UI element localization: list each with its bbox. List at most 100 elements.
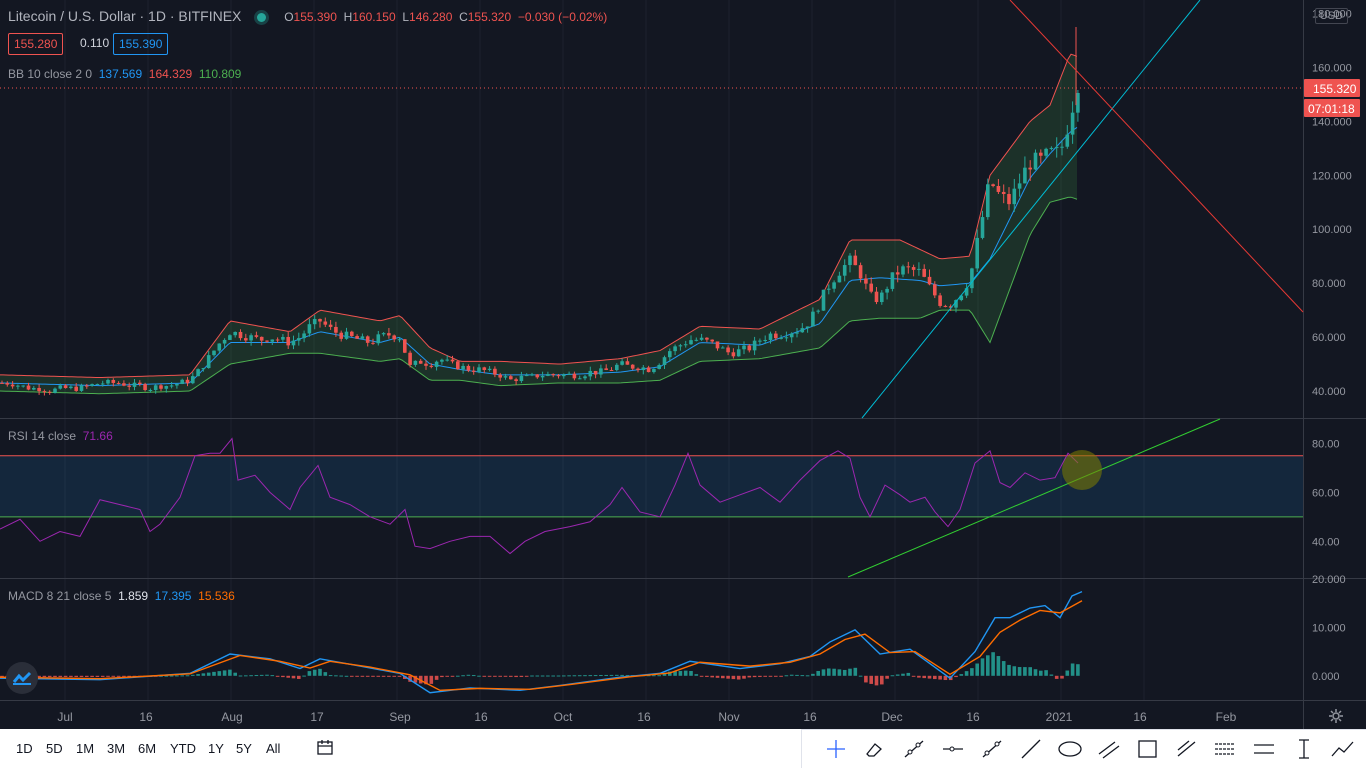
ask-price-box[interactable]: 155.390 [113,33,169,55]
rsi-line [0,437,1079,555]
price-tick: 140.000 [1312,116,1352,128]
macd-hist-bar [911,675,916,677]
timeframe-3m[interactable]: 3M [107,741,126,756]
drawing-tools-panel [801,729,1366,768]
macd-hist-bar [673,671,677,676]
horizontal-ray-icon[interactable] [939,736,967,762]
candle-body [721,347,725,349]
candle-body [726,347,730,353]
candle-body [471,370,476,372]
pitchfork-icon[interactable] [1212,736,1240,762]
bid-price-box[interactable]: 155.280 [8,33,64,55]
time-tick: Sep [389,710,411,724]
candle-body [365,336,370,343]
trend-line-icon[interactable] [900,736,928,762]
macd-hist-bar [387,675,391,677]
candle-body [747,345,752,351]
timeframe-6m[interactable]: 6M [138,741,157,756]
candle-body [535,374,540,378]
macd-hist-bar [599,675,603,677]
macd-hist-bar [471,675,476,677]
ray-icon[interactable] [1017,736,1045,762]
ellipse-icon[interactable] [1056,736,1084,762]
gann-icon[interactable] [1251,736,1279,762]
measure-icon[interactable] [1290,736,1318,762]
candle-body [964,288,969,296]
time-tick: 17 [310,710,324,724]
candle-body [752,340,757,351]
parallel-channel-icon[interactable] [1095,736,1123,762]
candle-body [143,384,147,390]
symbol-title[interactable]: Litecoin / U.S. Dollar · 1D · BITFINEX [8,8,242,24]
candle-body [636,368,640,371]
candle-body [95,383,100,385]
timeframe-1m[interactable]: 1M [76,741,95,756]
bb-legend[interactable]: BB 10 close 2 0 137.569 164.329 110.809 [8,67,242,81]
currency-button[interactable]: USD [1314,8,1348,24]
macd-hist-bar [546,675,550,677]
timeframe-1y[interactable]: 1Y [208,741,224,756]
macd-hist-bar [1065,670,1070,676]
price-tick: 180.000 [1312,8,1352,20]
time-tick: Nov [718,710,739,724]
candle-body [1070,112,1075,135]
bb-band-fill [0,54,1077,394]
macd-hist-bar [890,675,895,677]
candle-body [21,385,25,387]
macd-hist-bar [47,675,52,677]
chart-canvas[interactable]: 180.000160.000140.000120.000100.00080.00… [0,0,1366,729]
compare-date-icon[interactable] [316,739,334,762]
candle-body [403,339,407,353]
candle-body [328,324,333,327]
candle-body [387,333,391,336]
candle-body [1017,183,1022,189]
candle-body [609,369,614,371]
timeframe-5d[interactable]: 5D [46,741,63,756]
candle-body [556,375,561,377]
macd-hist-bar [259,674,264,676]
macd-hist-bar [901,673,905,676]
candle-body [53,388,57,393]
macd-hist-bar [434,675,439,680]
macd-hist-bar [880,675,884,685]
candle-body [546,374,550,376]
macd-hist-bar [768,675,773,677]
tradingview-logo-icon[interactable] [6,662,38,694]
timeframe-1d[interactable]: 1D [16,741,33,756]
path-icon[interactable] [1329,736,1357,762]
candle-body [567,373,571,375]
candle-body [69,386,73,389]
timeframe-all[interactable]: All [266,741,281,756]
macd-hist-bar [350,675,354,677]
macd-legend[interactable]: MACD 8 21 close 5 1.859 17.395 15.536 [8,589,235,603]
rsi-legend[interactable]: RSI 14 close 71.66 [8,429,113,443]
macd-hist-bar [355,675,359,677]
candle-body [42,391,47,393]
macd-hist-bar [440,675,444,678]
fib-icon[interactable] [1173,736,1201,762]
macd-hist-bar [487,675,492,677]
macd-hist-bar [567,675,571,677]
macd-hist-bar [715,675,720,678]
eraser-icon[interactable] [861,736,889,762]
candle-body [959,295,964,301]
candle-body [1023,167,1027,184]
macd-hist-bar [95,675,100,677]
candle-body [85,385,89,387]
macd-hist-bar [800,675,805,677]
macd-hist-bar [736,675,741,680]
settings-gear-icon[interactable] [1328,708,1344,729]
macd-hist-bar [1007,664,1011,676]
highlight-circle [1062,450,1102,490]
timeframe-ytd[interactable]: YTD [170,741,196,756]
macd-hist-bar [1049,674,1054,676]
macd-hist-bar [180,675,184,677]
crosshair-icon[interactable] [822,736,850,762]
candle-body [16,385,20,387]
timeframe-5y[interactable]: 5Y [236,741,252,756]
candle-body [456,361,460,370]
trend-angle-icon[interactable] [978,736,1006,762]
candle-body [540,375,545,378]
macd-hist-bar [169,675,174,677]
rectangle-icon[interactable] [1134,736,1162,762]
